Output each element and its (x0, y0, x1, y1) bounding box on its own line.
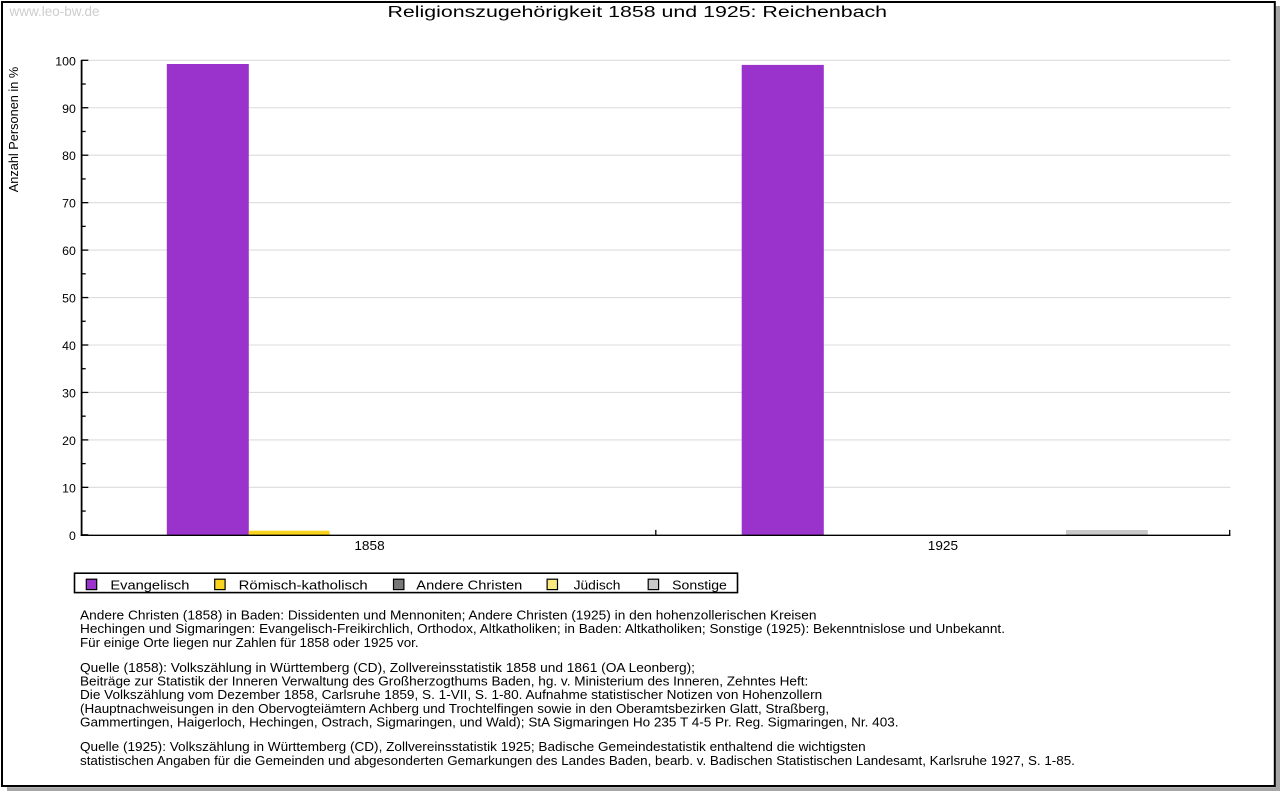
svg-text:30: 30 (62, 386, 76, 400)
svg-text:90: 90 (62, 102, 76, 116)
svg-text:Jüdisch: Jüdisch (574, 578, 621, 592)
svg-text:Beiträge zur Statistik der Inn: Beiträge zur Statistik der Inneren Verwa… (80, 675, 808, 689)
svg-text:statistischen Angaben für die: statistischen Angaben für die Gemeinden … (80, 754, 1075, 768)
svg-text:Gammertingen, Haigerloch, Hech: Gammertingen, Haigerloch, Hechingen, Ost… (80, 716, 899, 730)
svg-text:50: 50 (62, 292, 76, 306)
svg-text:1858: 1858 (354, 539, 384, 553)
svg-text:Hechingen und Sigmaringen: Eva: Hechingen und Sigmaringen: Evangelisch-F… (80, 622, 1005, 636)
svg-text:Für einige Orte liegen nur Zah: Für einige Orte liegen nur Zahlen für 18… (80, 636, 419, 650)
svg-text:80: 80 (62, 149, 76, 163)
svg-text:Anzahl Personen in %: Anzahl Personen in % (6, 66, 21, 192)
svg-text:Religionszugehörigkeit 1858 un: Religionszugehörigkeit 1858 und 1925: Re… (388, 4, 888, 21)
svg-text:1925: 1925 (928, 539, 958, 553)
svg-text:0: 0 (69, 529, 76, 543)
svg-text:40: 40 (62, 339, 76, 353)
svg-text:(Hauptnachweisungen in den Obe: (Hauptnachweisungen in den Obervogteiämt… (80, 702, 829, 716)
svg-text:Die Volkszählung vom Dezember: Die Volkszählung vom Dezember 1858, Carl… (80, 688, 822, 702)
svg-text:Quelle (1858): Volkszählung in: Quelle (1858): Volkszählung in Württembe… (80, 661, 695, 675)
svg-text:www.leo-bw.de: www.leo-bw.de (9, 3, 100, 19)
svg-text:Römisch-katholisch: Römisch-katholisch (239, 578, 368, 592)
svg-text:Evangelisch: Evangelisch (110, 578, 189, 592)
svg-text:100: 100 (55, 54, 76, 68)
svg-text:70: 70 (62, 197, 76, 211)
svg-text:10: 10 (62, 481, 76, 495)
svg-text:Quelle (1925): Volkszählung in: Quelle (1925): Volkszählung in Württembe… (80, 740, 866, 754)
svg-text:60: 60 (62, 244, 76, 258)
svg-text:20: 20 (62, 434, 76, 448)
svg-text:Andere Christen: Andere Christen (416, 578, 522, 592)
svg-text:Sonstige: Sonstige (672, 578, 727, 592)
svg-text:Andere Christen (1858) in Bade: Andere Christen (1858) in Baden: Disside… (80, 608, 817, 622)
